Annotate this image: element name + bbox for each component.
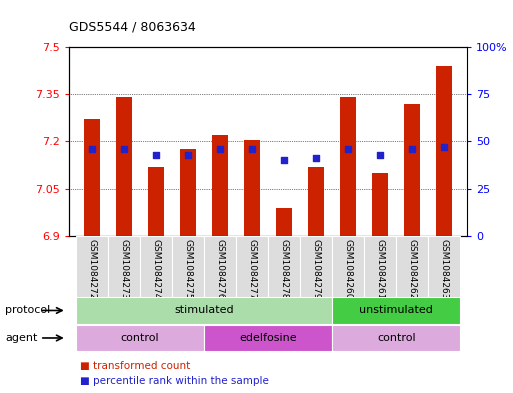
FancyBboxPatch shape — [140, 236, 172, 297]
FancyBboxPatch shape — [76, 297, 332, 324]
Text: unstimulated: unstimulated — [359, 305, 433, 316]
Text: agent: agent — [5, 333, 37, 343]
FancyBboxPatch shape — [332, 236, 364, 297]
FancyBboxPatch shape — [76, 236, 108, 297]
FancyBboxPatch shape — [268, 236, 300, 297]
FancyBboxPatch shape — [397, 236, 428, 297]
Text: GSM1084277: GSM1084277 — [247, 239, 256, 299]
Bar — [116, 97, 132, 236]
FancyBboxPatch shape — [428, 236, 461, 297]
Text: GSM1084279: GSM1084279 — [311, 239, 321, 299]
FancyBboxPatch shape — [332, 325, 461, 351]
Text: GDS5544 / 8063634: GDS5544 / 8063634 — [69, 20, 196, 33]
Text: edelfosine: edelfosine — [239, 333, 297, 343]
Bar — [84, 119, 100, 236]
Text: control: control — [377, 333, 416, 343]
Point — [216, 146, 224, 152]
FancyBboxPatch shape — [172, 236, 204, 297]
Text: GSM1084260: GSM1084260 — [344, 239, 353, 299]
Bar — [148, 167, 164, 236]
Text: GSM1084263: GSM1084263 — [440, 239, 449, 299]
FancyBboxPatch shape — [108, 236, 140, 297]
Bar — [244, 140, 260, 236]
Text: GSM1084273: GSM1084273 — [119, 239, 128, 299]
Point — [152, 152, 160, 158]
Text: GSM1084274: GSM1084274 — [151, 239, 161, 299]
Point — [248, 146, 256, 152]
Text: GSM1084275: GSM1084275 — [183, 239, 192, 299]
FancyBboxPatch shape — [236, 236, 268, 297]
Text: stimulated: stimulated — [174, 305, 234, 316]
Bar — [340, 97, 356, 236]
Point — [184, 152, 192, 158]
Point — [312, 155, 320, 162]
Bar — [212, 135, 228, 236]
Text: control: control — [121, 333, 159, 343]
Text: ■ transformed count: ■ transformed count — [80, 361, 190, 371]
Text: GSM1084272: GSM1084272 — [87, 239, 96, 299]
Bar — [308, 167, 324, 236]
Point — [408, 146, 417, 152]
Bar — [180, 149, 196, 236]
Bar — [276, 208, 292, 236]
FancyBboxPatch shape — [204, 236, 236, 297]
Point — [344, 146, 352, 152]
FancyBboxPatch shape — [76, 325, 204, 351]
FancyBboxPatch shape — [300, 236, 332, 297]
Text: GSM1084278: GSM1084278 — [280, 239, 289, 299]
Text: protocol: protocol — [5, 305, 50, 316]
Point — [376, 152, 384, 158]
Bar — [404, 104, 420, 236]
Bar — [372, 173, 388, 236]
Bar — [437, 66, 452, 236]
Point — [280, 157, 288, 163]
FancyBboxPatch shape — [364, 236, 397, 297]
Point — [440, 144, 448, 150]
FancyBboxPatch shape — [204, 325, 332, 351]
Text: ■ percentile rank within the sample: ■ percentile rank within the sample — [80, 376, 268, 386]
Text: GSM1084262: GSM1084262 — [408, 239, 417, 299]
FancyBboxPatch shape — [332, 297, 461, 324]
Point — [120, 146, 128, 152]
Text: GSM1084261: GSM1084261 — [376, 239, 385, 299]
Text: GSM1084276: GSM1084276 — [215, 239, 225, 299]
Point — [88, 146, 96, 152]
